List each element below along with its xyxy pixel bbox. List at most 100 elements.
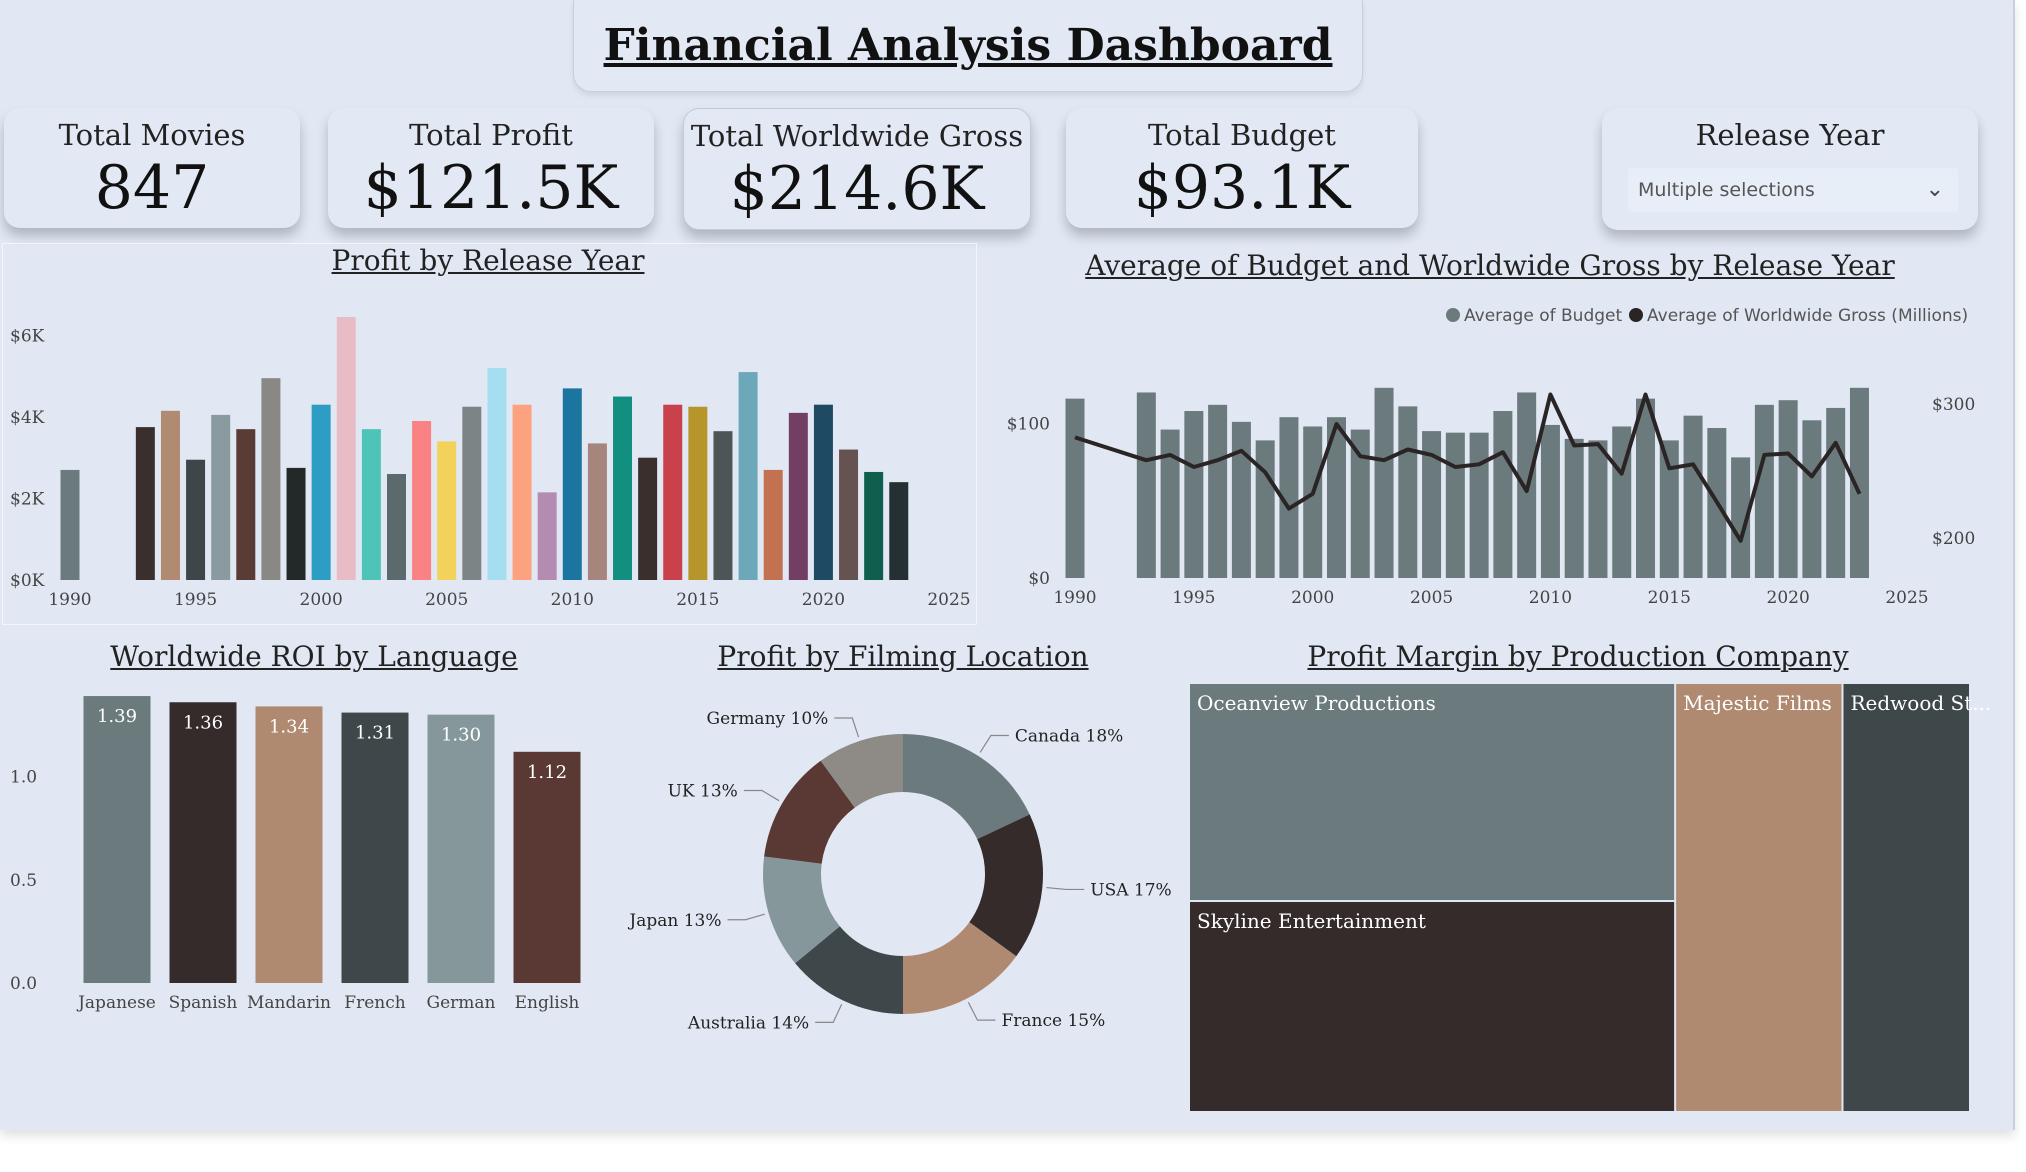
budget-bar: [1374, 387, 1394, 578]
profit-bar: [361, 429, 381, 580]
location-title: Profit by Filming Location: [717, 640, 1089, 673]
x-tick-label: 1995: [174, 590, 217, 610]
x-tick-label: 1990: [48, 590, 91, 610]
y-tick-label: $4K: [10, 408, 45, 428]
treemap-label: Majestic Films: [1683, 691, 1832, 715]
title-card: Financial Analysis Dashboard: [573, 0, 1363, 92]
roi-data-label: 1.39: [97, 706, 137, 727]
treemap-label: Oceanview Productions: [1197, 691, 1436, 715]
profit-bar: [160, 410, 180, 580]
roi-bar: [255, 706, 323, 983]
kpi-card-total-budget: Total Budget $93.1K: [1066, 108, 1418, 228]
kpi-value: 847: [94, 153, 210, 223]
legend-label-budget: Average of Budget: [1464, 306, 1622, 326]
treemap-tile: [1843, 684, 1969, 1111]
budget-bar: [1208, 404, 1228, 578]
profit-bar: [512, 404, 532, 580]
budget-bar: [1136, 392, 1156, 578]
profit-bar: [763, 469, 783, 580]
donut-leader-line: [967, 1002, 996, 1021]
x-tick-label: 2020: [802, 590, 845, 610]
budget-bar: [1754, 404, 1774, 578]
roi-data-label: 1.30: [441, 725, 481, 746]
donut-slice: [795, 926, 903, 1014]
budget-bar: [1802, 420, 1822, 578]
profit-bar: [688, 406, 708, 580]
donut-data-label: UK 13%: [668, 782, 738, 802]
legend-label-gross: Average of Worldwide Gross (Millions): [1647, 306, 1968, 326]
y-tick-label: 0.0: [10, 974, 37, 994]
budget-bar: [1303, 426, 1323, 578]
donut-leader-line: [834, 717, 860, 738]
y-left-tick-label: $0: [1028, 569, 1050, 589]
profit-bar: [437, 441, 457, 580]
profit-bar: [60, 469, 80, 580]
kpi-label: Total Movies: [58, 118, 246, 152]
treemap-tile: [1190, 684, 1675, 901]
profit-bar: [286, 467, 306, 580]
treemap-label: Skyline Entertainment: [1197, 909, 1426, 933]
budget-bar: [1160, 429, 1180, 578]
profit-bar: [864, 471, 884, 580]
kpi-value: $214.6K: [729, 154, 985, 224]
roi-category-label: French: [344, 993, 405, 1013]
profit-bar: [487, 368, 507, 580]
profit-bar: [211, 414, 231, 580]
y-tick-label: $6K: [10, 326, 45, 346]
release-year-dropdown[interactable]: Multiple selections ⌄: [1628, 168, 1958, 212]
x-tick-label: 2000: [1291, 588, 1334, 608]
y-right-tick-label: $200: [1932, 529, 1975, 549]
budget-bar: [1659, 440, 1679, 578]
profit-bar: [462, 406, 482, 580]
profit-bar: [336, 317, 356, 580]
x-tick-label: 1995: [1172, 588, 1215, 608]
profit-by-year-title: Profit by Release Year: [331, 244, 645, 277]
roi-category-label: English: [515, 993, 580, 1013]
treemap-tile: [1190, 902, 1675, 1111]
donut-slice: [820, 734, 903, 808]
budget-bar: [1683, 415, 1703, 578]
donut-data-label: USA 17%: [1090, 880, 1171, 900]
y-tick-label: 0.5: [10, 871, 37, 891]
profit-bar: [663, 404, 683, 580]
x-tick-label: 2010: [1529, 588, 1572, 608]
x-tick-label: 2000: [300, 590, 343, 610]
budget-bar: [1398, 406, 1418, 578]
y-right-tick-label: $300: [1932, 395, 1975, 415]
y-left-tick-label: $100: [1007, 414, 1050, 434]
roi-data-label: 1.36: [183, 712, 223, 733]
budget-bar: [1422, 431, 1442, 578]
margin-title: Profit Margin by Production Company: [1307, 640, 1849, 673]
y-tick-label: 1.0: [10, 768, 37, 788]
release-year-slicer: Release Year Multiple selections ⌄: [1602, 108, 1978, 230]
roi-category-label: German: [427, 993, 496, 1013]
x-tick-label: 2005: [425, 590, 468, 610]
roi-bar: [341, 712, 409, 983]
y-tick-label: $2K: [10, 489, 45, 509]
dropdown-value: Multiple selections: [1638, 179, 1815, 201]
profit-bar: [813, 404, 833, 580]
donut-slice: [903, 922, 1017, 1014]
x-tick-label: 2020: [1767, 588, 1810, 608]
profit-bar: [613, 396, 633, 580]
profit-bar: [562, 388, 582, 580]
donut-leader-line: [979, 734, 1009, 753]
roi-bar: [169, 702, 237, 983]
kpi-card-total-profit: Total Profit $121.5K: [328, 108, 654, 228]
budget-bar: [1588, 440, 1608, 578]
dashboard-canvas: Financial Analysis Dashboard Total Movie…: [0, 0, 2015, 1130]
donut-data-label: Canada 18%: [1015, 727, 1123, 747]
budget-bar: [1778, 400, 1798, 578]
donut-leader-line: [727, 913, 765, 921]
chevron-down-icon[interactable]: ⌄: [1925, 177, 1944, 202]
budget-bar: [1065, 398, 1085, 578]
budget-bar: [1469, 432, 1489, 578]
roi-bar: [513, 751, 581, 983]
x-tick-label: 2025: [1885, 588, 1928, 608]
budget-bar: [1184, 411, 1204, 578]
roi-category-label: Spanish: [169, 993, 238, 1013]
treemap-label: Redwood St...: [1850, 691, 1991, 715]
y-tick-label: $0K: [10, 571, 45, 591]
roi-data-label: 1.31: [355, 723, 395, 744]
roi-data-label: 1.12: [527, 762, 567, 783]
